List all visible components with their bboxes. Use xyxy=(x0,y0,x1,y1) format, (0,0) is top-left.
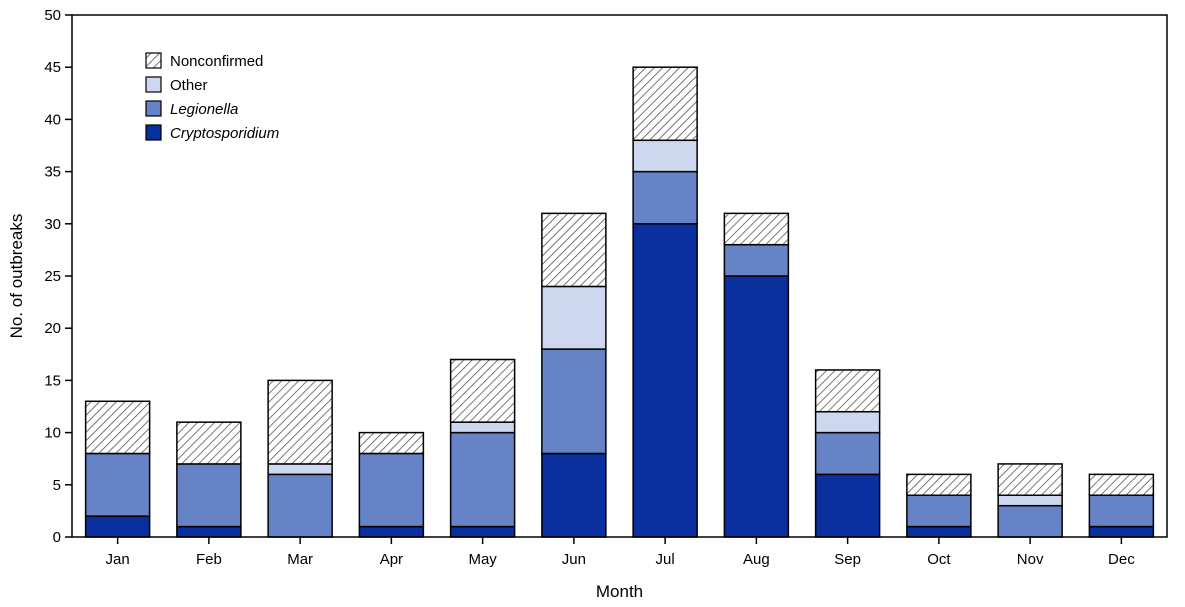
bar-segment-cryptosporidium-oct xyxy=(906,525,972,538)
bar-segment-other-may xyxy=(449,421,516,434)
y-tick-label: 0 xyxy=(53,529,61,546)
bar-segment-nonconfirmed-sep xyxy=(814,369,881,413)
y-axis: 0 5 10 15 20 25 30 35 40 45 50 xyxy=(44,7,72,546)
y-tick-label: 5 xyxy=(53,477,61,494)
bar-segment-legionella-jan xyxy=(84,452,151,517)
y-tick-label: 35 xyxy=(44,164,61,181)
bar-segment-nonconfirmed-jan xyxy=(84,400,151,455)
bar-segment-nonconfirmed-aug xyxy=(723,212,790,246)
legend: Nonconfirmed Other Legionella Cryptosporidi… xyxy=(145,52,279,142)
x-tick-label: Jan xyxy=(106,551,130,568)
bar-segment-legionella-sep xyxy=(814,431,881,476)
legend-label-legionella: Legionella xyxy=(170,101,238,118)
y-tick-label: 25 xyxy=(44,268,61,285)
bar-segment-cryptosporidium-dec xyxy=(1088,525,1155,538)
bar-segment-legionella-dec xyxy=(1088,494,1155,528)
bar-segment-nonconfirmed-feb xyxy=(176,421,242,465)
bar-segment-nonconfirmed-may xyxy=(449,358,516,423)
bar-segment-legionella-feb xyxy=(176,463,242,528)
bar-segment-other-jun xyxy=(541,285,607,350)
x-tick-label: Nov xyxy=(1017,551,1044,568)
plot-frame xyxy=(71,14,1168,538)
legend-label-other: Other xyxy=(170,77,208,94)
bar-segment-legionella-nov xyxy=(997,504,1063,538)
bar-segment-nonconfirmed-dec xyxy=(1088,473,1155,496)
legend-label-cryptosporidium: Cryptosporidium xyxy=(170,125,279,142)
bar-segment-legionella-aug xyxy=(723,243,790,277)
x-tick-label: Aug xyxy=(743,551,770,568)
bar-segment-legionella-may xyxy=(449,431,516,528)
x-tick-label: Feb xyxy=(196,551,222,568)
bar-segment-nonconfirmed-nov xyxy=(997,463,1063,496)
bar-segment-cryptosporidium-apr xyxy=(358,525,425,538)
bar-segment-legionella-apr xyxy=(358,452,425,528)
bar-segment-cryptosporidium-feb xyxy=(176,525,242,538)
x-tick-label: Dec xyxy=(1108,551,1135,568)
bar-segment-legionella-jun xyxy=(541,348,607,455)
bar-segment-nonconfirmed-mar xyxy=(267,379,333,465)
bar-segment-cryptosporidium-may xyxy=(449,525,516,538)
bar-segment-legionella-oct xyxy=(906,494,972,528)
x-tick-label: Jul xyxy=(656,551,675,568)
x-tick-label: May xyxy=(468,551,497,568)
bar-segment-other-sep xyxy=(814,410,881,434)
bar-segment-nonconfirmed-oct xyxy=(906,473,972,496)
bar-segment-cryptosporidium-jul xyxy=(632,223,698,538)
y-tick-label: 10 xyxy=(44,425,61,442)
x-tick-label: Sep xyxy=(834,551,861,568)
bar-segment-nonconfirmed-jun xyxy=(541,212,607,288)
bar-segment-cryptosporidium-sep xyxy=(814,473,881,538)
legend-swatch-legionella xyxy=(145,100,162,117)
bar-segment-legionella-mar xyxy=(267,473,333,538)
bar-segment-nonconfirmed-apr xyxy=(358,431,425,455)
x-axis-title: Month xyxy=(596,582,643,601)
x-axis: Jan Feb Mar Apr May Jun Jul Aug Sep Oct Nov Dec xyxy=(106,537,1135,568)
bar-segment-cryptosporidium-aug xyxy=(723,275,790,538)
bar-segment-nonconfirmed-jul xyxy=(632,66,698,142)
y-tick-label: 30 xyxy=(44,216,61,233)
x-tick-label: Mar xyxy=(287,551,313,568)
y-tick-label: 45 xyxy=(44,59,61,76)
legend-label-nonconfirmed: Nonconfirmed xyxy=(170,53,263,70)
legend-swatch-nonconfirmed xyxy=(145,52,162,69)
bar-segment-cryptosporidium-jan xyxy=(84,515,151,538)
y-tick-label: 20 xyxy=(44,320,61,337)
bar-segment-cryptosporidium-jun xyxy=(541,452,607,538)
bars xyxy=(84,66,1155,538)
x-tick-label: Oct xyxy=(927,551,951,568)
x-tick-label: Apr xyxy=(380,551,403,568)
legend-swatch-other xyxy=(145,76,162,93)
x-tick-label: Jun xyxy=(562,551,586,568)
y-tick-label: 15 xyxy=(44,372,61,389)
bar-segment-other-mar xyxy=(267,463,333,476)
bar-segment-other-jul xyxy=(632,139,698,173)
y-axis-title: No. of outbreaks xyxy=(7,214,26,339)
bar-segment-legionella-jul xyxy=(632,170,698,225)
y-tick-label: 40 xyxy=(44,111,61,128)
bar-segment-other-nov xyxy=(997,494,1063,507)
legend-swatch-cryptosporidium xyxy=(145,124,162,141)
y-tick-label: 50 xyxy=(44,7,61,24)
